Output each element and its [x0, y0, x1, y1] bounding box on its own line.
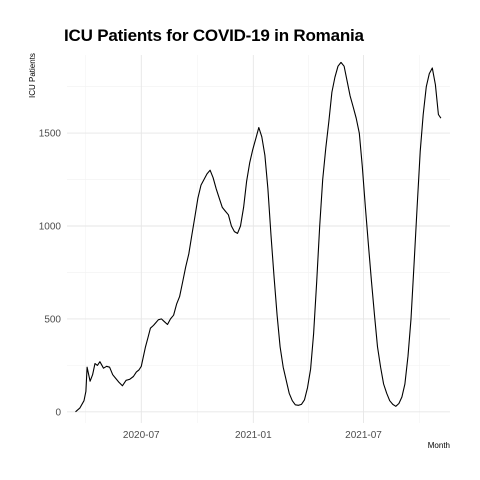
- chart-title: ICU Patients for COVID-19 in Romania: [64, 26, 364, 45]
- y-tick-label: 500: [44, 314, 61, 325]
- y-axis-title: ICU Patients: [28, 53, 37, 98]
- x-tick-label: 2021-07: [345, 430, 382, 441]
- icu-patients-line: [75, 61, 442, 413]
- y-tick-label: 0: [55, 407, 61, 418]
- y-axis-ticks: 0 500 1000 1500: [39, 129, 62, 419]
- y-tick-label: 1000: [39, 221, 62, 232]
- x-axis-title: Month: [428, 441, 450, 450]
- y-tick-label: 1500: [39, 129, 62, 140]
- x-axis-ticks: 2020-07 2021-01 2021-07: [123, 430, 382, 441]
- series-lines: [75, 61, 442, 413]
- x-tick-label: 2020-07: [123, 430, 160, 441]
- x-tick-label: 2021-01: [235, 430, 272, 441]
- grid-lines: [67, 55, 450, 423]
